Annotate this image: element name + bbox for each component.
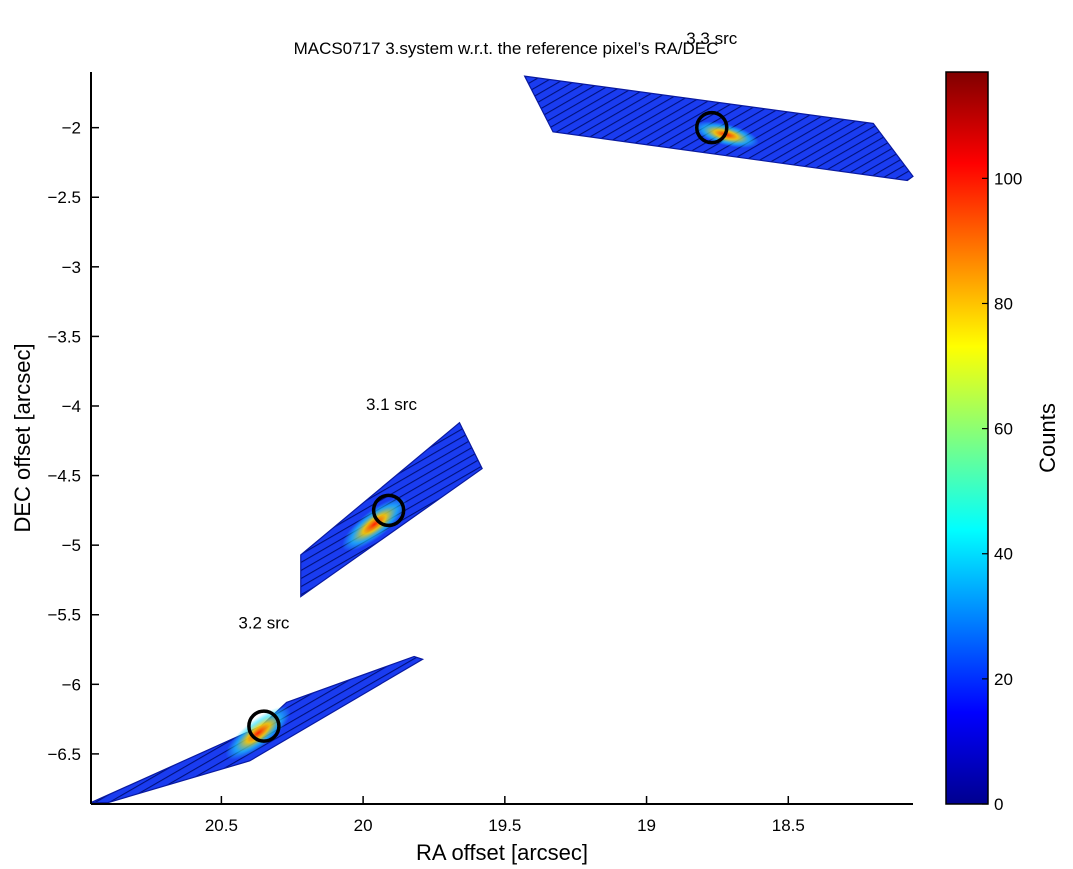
y-tick-label: −3 (62, 258, 81, 277)
region-2: 3.1 src (300, 395, 483, 598)
colorbar-label: Counts (1035, 403, 1060, 473)
x-tick-label: 19 (637, 816, 656, 835)
x-ticks: 20.5 20 19.5 19 18.5 (205, 796, 805, 835)
region-hotspot (225, 706, 291, 760)
data-regions: 3.3 src 3.1 src 3.2 src (90, 29, 914, 804)
colorbar-tick-label: 20 (994, 670, 1013, 689)
x-tick-label: 19.5 (488, 816, 521, 835)
axes (90, 72, 913, 805)
y-tick-label: −4 (62, 397, 81, 416)
colorbar-gradient (945, 71, 989, 805)
region-1: 3.3 src (523, 29, 914, 182)
colorbar-tick-label: 80 (994, 294, 1013, 313)
y-ticks: −2 −2.5 −3 −3.5 −4 −4.5 −5 −5.5 −6 −6.5 (47, 119, 99, 764)
chart-title: MACS0717 3.system w.r.t. the reference p… (294, 39, 719, 58)
x-tick-label: 20 (354, 816, 373, 835)
y-tick-label: −3.5 (47, 327, 81, 346)
y-tick-label: −2.5 (47, 188, 81, 207)
y-tick-label: −6 (62, 675, 81, 694)
colorbar-ticks: 0 20 40 60 80 100 (982, 169, 1022, 814)
y-axis-label: DEC offset [arcsec] (10, 343, 35, 532)
source-circle (695, 110, 729, 145)
source-circle (371, 493, 406, 528)
x-axis-label: RA offset [arcsec] (416, 840, 588, 865)
colorbar-tick-label: 40 (994, 545, 1013, 564)
source-label: 3.3 src (686, 29, 738, 48)
y-tick-label: −2 (62, 119, 81, 138)
y-tick-label: −5.5 (47, 606, 81, 625)
region-3: 3.2 src (90, 614, 425, 804)
colorbar-tick-label: 0 (994, 795, 1003, 814)
x-tick-label: 18.5 (772, 816, 805, 835)
source-label: 3.2 src (238, 614, 290, 633)
colorbar-tick-label: 100 (994, 169, 1022, 188)
y-tick-label: −6.5 (47, 745, 81, 764)
source-label: 3.1 src (366, 395, 418, 414)
colorbar-tick-label: 60 (994, 420, 1013, 439)
x-tick-label: 20.5 (205, 816, 238, 835)
y-tick-label: −4.5 (47, 467, 81, 486)
y-tick-label: −5 (62, 536, 81, 555)
region-hotspot (341, 497, 408, 552)
source-circle (247, 709, 281, 743)
colorbar (945, 71, 989, 805)
